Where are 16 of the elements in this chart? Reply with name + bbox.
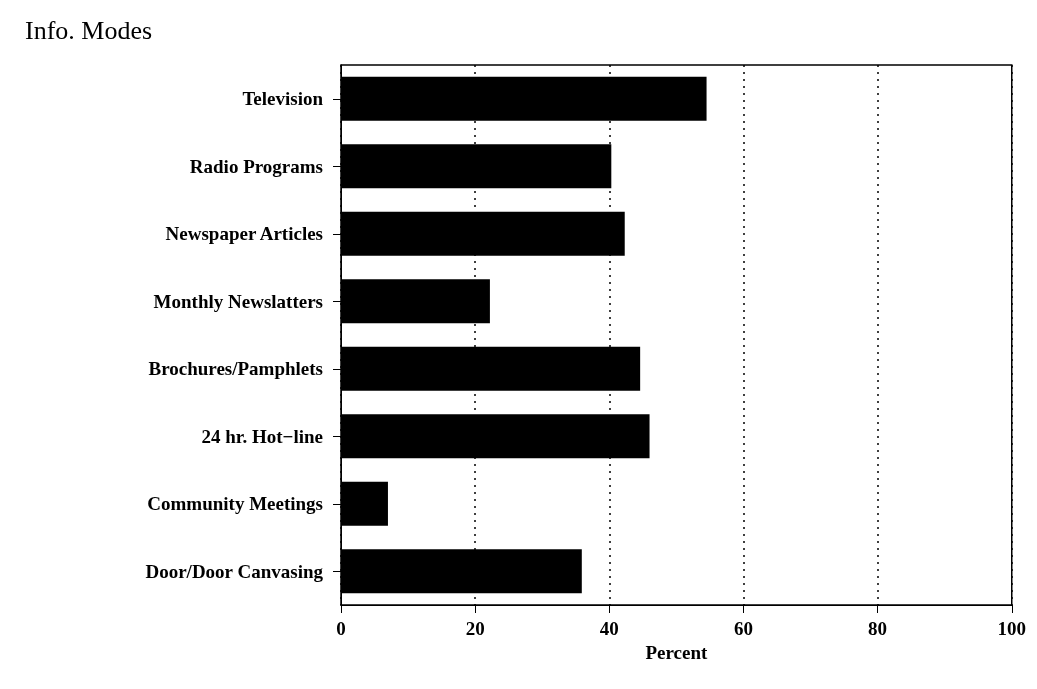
y-tick-label: Brochures/Pamphlets: [148, 358, 323, 380]
x-tick-label: 80: [868, 618, 888, 639]
y-tick-label: 24 hr. Hot−line: [201, 425, 323, 447]
x-tick-label: 60: [733, 618, 753, 639]
y-tick-label: Door/Door Canvasing: [145, 560, 324, 582]
x-tick-label: 0: [336, 618, 346, 639]
y-tick-label: Television: [242, 88, 324, 110]
x-tick-label: 20: [465, 618, 485, 639]
x-axis-title: Percent: [645, 641, 708, 663]
y-tick-label: Monthly Newslatters: [153, 290, 323, 312]
y-tick-label: Community Meetings: [147, 493, 323, 515]
x-tick-label: 100: [997, 618, 1026, 639]
x-tick-label: 40: [599, 618, 619, 639]
y-tick-label: Newspaper Articles: [165, 223, 323, 245]
text: Info. Modes: [25, 15, 153, 45]
y-tick-label: Radio Programs: [189, 155, 323, 177]
